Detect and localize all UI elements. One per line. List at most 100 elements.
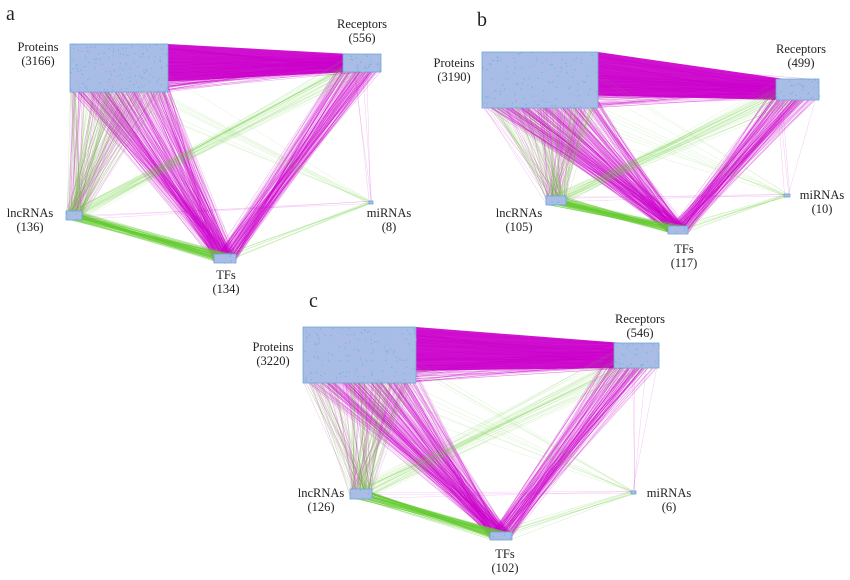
lncrna-receptor-edge <box>350 351 655 498</box>
proteins-node-dot <box>142 53 144 55</box>
proteins-node-dot <box>327 345 329 347</box>
protein-tf-edge <box>586 102 687 228</box>
proteins-node-dot <box>482 107 485 109</box>
lncrna-receptor-edge <box>549 99 788 198</box>
protein-lncrna-edge <box>362 376 378 497</box>
protein-tf-edge <box>79 87 221 262</box>
proteins-node-dot <box>488 96 490 98</box>
receptor-tf-edge <box>231 70 377 256</box>
proteins-node-dot <box>84 66 86 68</box>
protein-lncrna-edge <box>76 91 95 217</box>
proteins-node-dot <box>518 57 520 59</box>
protein-receptor-edge <box>156 66 378 88</box>
lncrna-tf-edge <box>360 497 495 540</box>
receptor-tf-edge <box>678 92 787 228</box>
protein-tf-edge <box>381 370 498 535</box>
protein-receptor-edge <box>594 81 780 88</box>
proteins-node-dot <box>366 368 368 370</box>
protein-tf-edge <box>511 96 677 231</box>
protein-receptor-edge <box>153 57 376 65</box>
proteins-node-dot <box>117 69 119 72</box>
protein-tf-edge <box>307 375 501 538</box>
protein-receptor-edge <box>167 65 348 87</box>
proteins-node-dot <box>583 81 585 83</box>
receptors-node-dot <box>783 99 785 101</box>
protein-lncrna-edge <box>557 100 573 203</box>
receptors-node-dot <box>627 365 629 367</box>
protein-receptor-edge <box>414 361 639 366</box>
protein-tf-edge <box>407 380 509 540</box>
protein-receptor-edge <box>155 57 359 75</box>
protein-receptor-edge <box>590 90 808 101</box>
protein-lncrna-edge <box>345 372 365 498</box>
protein-tf-edge <box>358 380 505 535</box>
protein-lncrna-edge <box>68 90 83 214</box>
protein-receptor-edge <box>154 61 376 86</box>
protein-tf-edge <box>317 368 502 537</box>
lncrna-tf-edge <box>70 214 216 261</box>
protein-tf-edge <box>161 89 221 259</box>
proteins-node-dot <box>317 363 319 366</box>
proteins-node-dot <box>382 370 384 372</box>
proteins-node-dot <box>97 53 100 55</box>
protein-tf-edge <box>511 99 676 233</box>
proteins-node-dot <box>534 53 536 55</box>
protein-tf-edge <box>91 88 233 263</box>
proteins-node-dot <box>336 334 338 337</box>
receptor-tf-edge <box>511 346 615 533</box>
receptors-node-dot <box>807 79 809 81</box>
lncrna-tf-edge <box>554 203 684 229</box>
receptor-tf-edge <box>224 56 357 257</box>
proteins-node-dot <box>354 347 356 349</box>
proteins-node-dot <box>571 65 573 67</box>
protein-tf-edge <box>356 376 501 539</box>
receptor-mirna-edge <box>633 355 648 492</box>
receptor-tf-edge <box>505 345 643 538</box>
receptor-mirna-edge <box>633 348 636 492</box>
tfs-node-dot <box>506 534 508 536</box>
proteins-node-dot <box>348 371 350 373</box>
proteins-node-dot <box>342 338 344 340</box>
receptor-tf-edge <box>491 356 632 540</box>
protein-receptor-edge <box>592 85 795 87</box>
proteins-node-dot <box>559 91 561 93</box>
tf-mirna-edge <box>219 203 371 257</box>
proteins-node-dot <box>115 84 117 86</box>
lncrna-tf-edge <box>561 202 671 232</box>
lncrna-mirna-edge <box>352 491 633 500</box>
protein-lncrna-edge <box>501 103 551 200</box>
protein-tf-edge <box>163 86 226 260</box>
lncrna-tf-edge <box>354 495 495 537</box>
proteins-node-dot <box>305 339 307 341</box>
protein-lncrna-edge <box>526 103 566 198</box>
protein-lncrna-edge <box>505 105 553 204</box>
receptors-node-label: Receptors (546) <box>615 312 665 340</box>
proteins-node-dot <box>565 101 567 103</box>
protein-lncrna-edge <box>69 80 105 215</box>
receptor-tf-edge <box>506 356 627 541</box>
proteins-node-label: Proteins (3166) <box>18 40 59 68</box>
proteins-node-dot <box>97 48 100 50</box>
lncrna-receptor-edge <box>553 85 779 205</box>
receptors-node-box <box>775 78 820 101</box>
receptor-tf-edge <box>214 69 361 258</box>
protein-tf-edge <box>497 105 677 230</box>
protein-lncrna-edge <box>363 378 372 490</box>
lncrna-receptor-edge <box>561 79 799 201</box>
protein-tf-edge <box>556 95 678 229</box>
receptor-tf-edge <box>668 88 790 233</box>
protein-receptor-edge <box>581 59 810 83</box>
receptor-tf-edge <box>678 87 795 234</box>
proteins-node-dot <box>408 343 410 345</box>
protein-tf-edge <box>321 376 506 533</box>
protein-tf-edge <box>533 101 670 234</box>
receptor-tf-edge <box>231 67 376 257</box>
protein-receptor-edge <box>583 60 788 98</box>
protein-tf-edge <box>501 102 684 228</box>
protein-lncrna-edge <box>73 80 135 216</box>
receptor-tf-edge <box>497 363 633 540</box>
protein-tf-edge <box>363 371 512 536</box>
protein-tf-edge <box>148 88 231 257</box>
receptor-tf-edge <box>490 355 626 535</box>
